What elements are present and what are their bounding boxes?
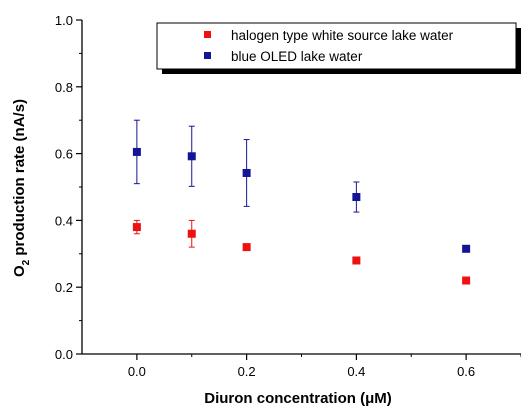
x-axis-title: Diuron concentration (μM) <box>204 390 392 407</box>
y-axis-title-rest: production rate (nA/s) <box>11 99 28 260</box>
legend-marker-halogen <box>204 31 211 38</box>
data-point-oled <box>242 168 251 177</box>
legend: halogen type white source lake water blu… <box>156 22 521 74</box>
data-point-oled <box>462 244 471 253</box>
data-point-halogen <box>132 223 141 232</box>
legend-marker-oled <box>204 52 211 59</box>
data-point-oled <box>187 152 196 161</box>
y-tick-label: 0.4 <box>55 213 73 228</box>
data-point-halogen <box>352 256 361 265</box>
y-tick-label: 1.0 <box>55 13 73 28</box>
data-marks <box>132 119 471 285</box>
y-tick-label: 0.8 <box>55 80 73 95</box>
legend-box <box>156 22 517 70</box>
x-tick-label: 0.0 <box>128 364 146 379</box>
y-axis-title-main: O <box>11 265 28 277</box>
y-tick-label: 0.0 <box>55 347 73 362</box>
y-tick-label: 0.2 <box>55 280 73 295</box>
axes: 0.0 0.2 0.4 0.6 0.8 1.0 0.0 0.2 0.4 0.6 <box>55 13 521 379</box>
data-point-oled <box>352 193 361 202</box>
data-point-oled <box>132 147 141 156</box>
y-tick-label: 0.6 <box>55 147 73 162</box>
legend-label-oled: blue OLED lake water <box>231 49 363 64</box>
x-tick-label: 0.2 <box>238 364 256 379</box>
data-point-halogen <box>462 276 471 285</box>
data-point-halogen <box>187 229 196 238</box>
y-axis-title-subscript: 2 <box>21 259 32 265</box>
x-tick-label: 0.6 <box>457 364 475 379</box>
y-axis-title: O2 production rate (nA/s) <box>11 99 32 277</box>
x-tick-label: 0.4 <box>347 364 365 379</box>
legend-label-halogen: halogen type white source lake water <box>231 28 454 43</box>
data-point-halogen <box>242 243 251 252</box>
